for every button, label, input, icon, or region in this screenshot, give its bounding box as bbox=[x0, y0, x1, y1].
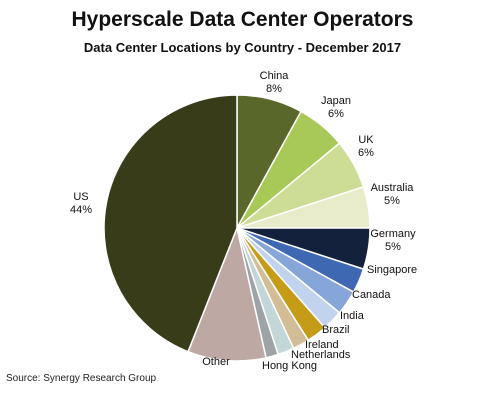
source-note: Source: Synergy Research Group bbox=[6, 373, 157, 384]
slice-label-ireland: Ireland bbox=[305, 339, 339, 351]
slice-label-canada: Canada bbox=[352, 289, 391, 301]
slice-label-india: India bbox=[340, 310, 365, 322]
slice-value-australia: 5% bbox=[384, 195, 400, 207]
slice-value-us: 44% bbox=[70, 204, 92, 216]
slice-value-uk: 6% bbox=[358, 147, 374, 159]
slice-label-uk: UK bbox=[358, 134, 374, 146]
slice-label-singapore: Singapore bbox=[367, 264, 417, 276]
pie-slice-other bbox=[187, 225, 267, 362]
slice-value-germany: 5% bbox=[385, 241, 401, 253]
slice-label-china: China bbox=[260, 70, 290, 82]
slice-label-netherlands: Netherlands bbox=[291, 349, 351, 361]
slice-value-japan: 6% bbox=[328, 108, 344, 120]
chart-title: Hyperscale Data Center Operators bbox=[71, 8, 414, 31]
slice-label-japan: Japan bbox=[321, 95, 351, 107]
slice-value-china: 8% bbox=[266, 83, 282, 95]
chart-subtitle: Data Center Locations by Country - Decem… bbox=[83, 40, 402, 55]
slice-label-germany: Germany bbox=[370, 228, 416, 240]
slice-label-australia: Australia bbox=[371, 182, 415, 194]
pie-slice-us bbox=[103, 94, 238, 353]
slice-label-other: Other bbox=[202, 356, 230, 368]
slice-label-us: US bbox=[73, 191, 88, 203]
slice-label-hong-kong: Hong Kong bbox=[262, 360, 317, 372]
slice-label-brazil: Brazil bbox=[322, 324, 350, 336]
